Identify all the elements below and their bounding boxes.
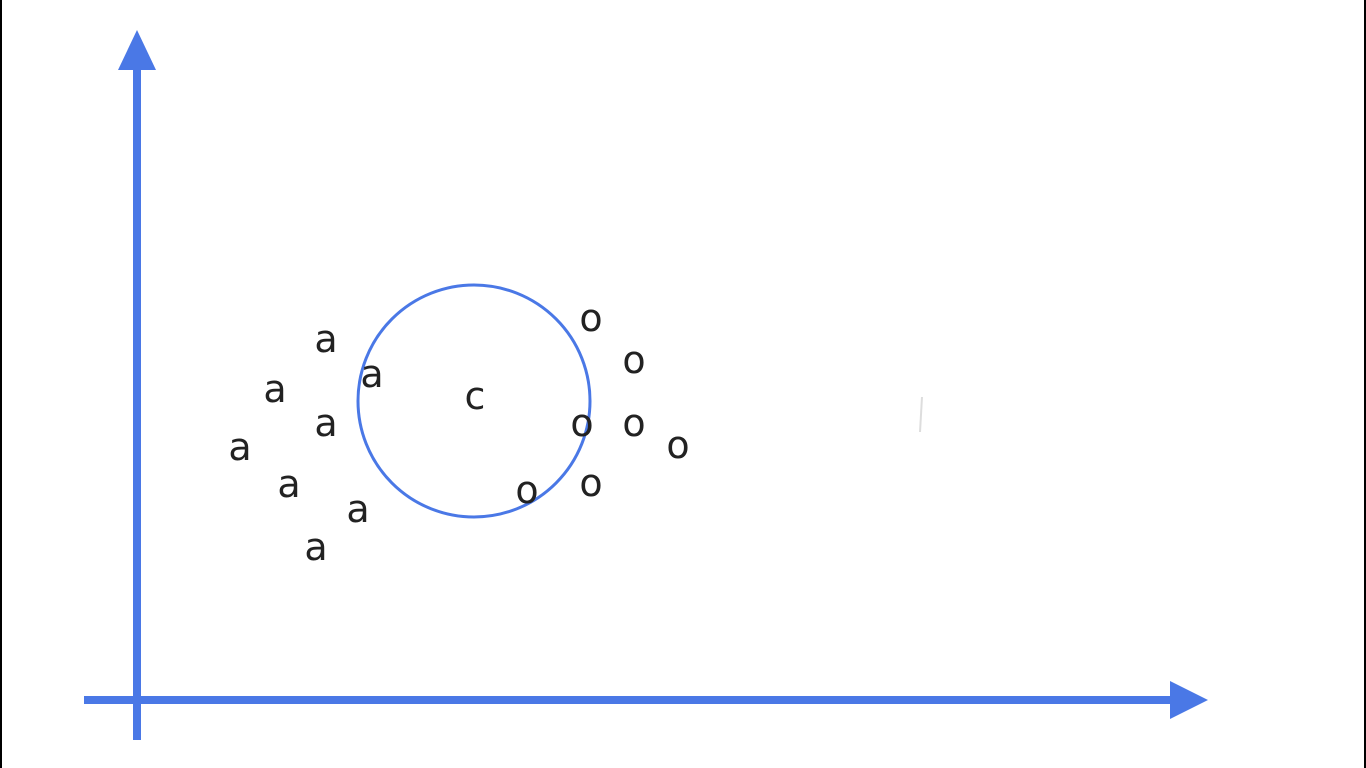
point-o: o xyxy=(515,468,538,512)
neighborhood-circle xyxy=(356,283,592,519)
y-axis-arrowhead xyxy=(118,30,156,70)
point-a: a xyxy=(346,487,369,531)
point-o: o xyxy=(622,338,645,382)
stray-mark xyxy=(919,396,923,433)
query-point-c: c xyxy=(465,374,486,418)
point-a: a xyxy=(314,401,337,445)
point-o: o xyxy=(570,401,593,445)
point-a: a xyxy=(360,352,383,396)
point-o: o xyxy=(579,296,602,340)
point-o: o xyxy=(579,461,602,505)
point-a: a xyxy=(228,425,251,469)
point-o: o xyxy=(622,401,645,445)
point-o: o xyxy=(666,423,689,467)
point-a: a xyxy=(277,462,300,506)
point-a: a xyxy=(314,317,337,361)
x-axis-arrowhead xyxy=(1170,681,1208,719)
point-a: a xyxy=(304,525,327,569)
point-a: a xyxy=(263,367,286,411)
